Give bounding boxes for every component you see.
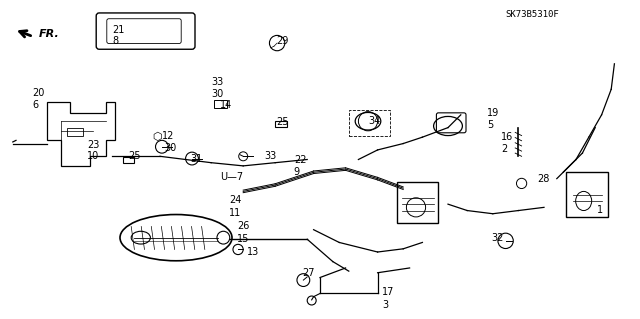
Text: 23: 23 [87, 140, 99, 150]
Text: 6: 6 [32, 100, 38, 110]
Text: 8: 8 [113, 36, 119, 47]
Text: 10: 10 [87, 151, 99, 161]
Text: 20: 20 [32, 88, 44, 98]
Text: 31: 31 [191, 154, 203, 165]
Text: FR.: FR. [38, 29, 59, 40]
Text: 9: 9 [294, 167, 300, 177]
Circle shape [233, 244, 243, 255]
Text: 32: 32 [492, 233, 504, 243]
Circle shape [269, 35, 285, 51]
Text: 2: 2 [501, 144, 508, 154]
Text: 14: 14 [220, 100, 232, 110]
Text: 30: 30 [164, 143, 177, 153]
Text: 24: 24 [229, 195, 241, 205]
Text: 1: 1 [597, 205, 604, 215]
Circle shape [498, 233, 513, 249]
Text: SK73B5310F: SK73B5310F [506, 10, 559, 19]
Circle shape [516, 178, 527, 189]
Text: 16: 16 [501, 131, 513, 142]
Text: 28: 28 [538, 174, 550, 184]
Text: 13: 13 [247, 247, 259, 257]
Text: 29: 29 [276, 36, 289, 46]
Text: 12: 12 [162, 130, 174, 141]
Text: 27: 27 [302, 268, 315, 278]
Text: 30: 30 [211, 89, 223, 99]
Text: 19: 19 [487, 108, 499, 118]
Bar [123, 157, 134, 163]
Text: 33: 33 [211, 77, 223, 87]
Text: 34: 34 [369, 116, 381, 126]
Bar [275, 121, 287, 127]
Circle shape [239, 152, 248, 161]
Bar [349, 110, 390, 136]
Text: 11: 11 [229, 208, 241, 218]
Text: ⬡: ⬡ [152, 132, 162, 142]
Text: 5: 5 [487, 120, 493, 130]
Circle shape [186, 152, 198, 165]
Text: 17: 17 [382, 287, 394, 297]
Circle shape [156, 140, 168, 153]
Text: 22: 22 [294, 155, 307, 165]
Text: 26: 26 [237, 221, 249, 232]
Text: 15: 15 [237, 234, 249, 244]
Text: 33: 33 [264, 151, 276, 161]
Text: 25: 25 [276, 117, 289, 127]
Circle shape [217, 231, 230, 244]
Bar [67, 128, 83, 136]
Text: 3: 3 [382, 300, 388, 310]
Bar [214, 100, 227, 108]
Text: 21: 21 [113, 25, 125, 35]
Text: 25: 25 [128, 151, 141, 161]
Text: U—7: U—7 [220, 172, 243, 182]
